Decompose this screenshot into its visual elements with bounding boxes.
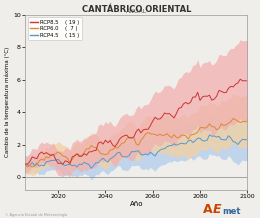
X-axis label: Año: Año bbox=[129, 201, 143, 207]
Text: ANUAL: ANUAL bbox=[126, 9, 147, 14]
Y-axis label: Cambio de la temperatura máxima (°C): Cambio de la temperatura máxima (°C) bbox=[5, 47, 10, 157]
Text: E: E bbox=[213, 203, 222, 216]
Text: A: A bbox=[203, 203, 212, 216]
Text: © Agencia Estatal de Meteorología: © Agencia Estatal de Meteorología bbox=[5, 213, 67, 217]
Title: CANTÁBRICO ORIENTAL: CANTÁBRICO ORIENTAL bbox=[81, 5, 191, 14]
Text: met: met bbox=[222, 207, 241, 216]
Legend: RCP8.5    ( 19 ), RCP6.0    (  7 ), RCP4.5    ( 15 ): RCP8.5 ( 19 ), RCP6.0 ( 7 ), RCP4.5 ( 15… bbox=[28, 17, 82, 40]
